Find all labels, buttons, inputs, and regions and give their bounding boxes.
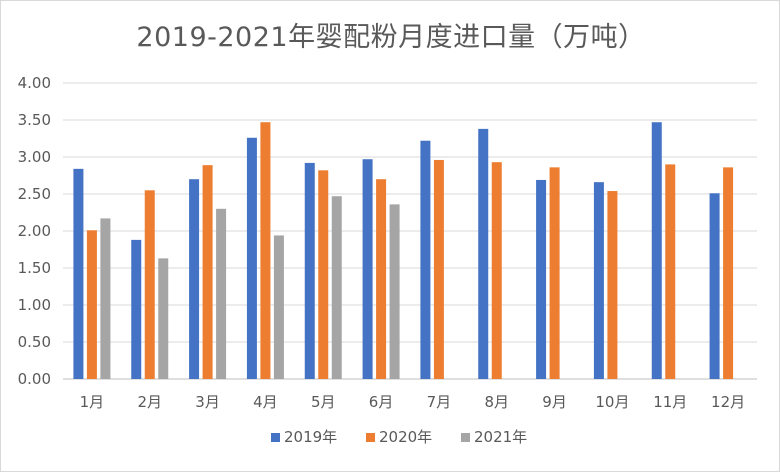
bar [362,159,373,379]
bar [420,140,431,379]
y-tick-label: 3.00 [18,148,51,166]
y-tick-label: 3.50 [18,111,51,129]
bar [216,208,227,379]
bar [665,164,676,379]
y-tick-label: 4.00 [18,74,51,92]
bar [389,204,400,379]
bar [86,230,97,379]
bar [144,190,155,379]
bar [376,179,387,379]
bar [709,193,720,379]
bar [607,191,618,379]
bar [491,162,502,379]
bar [331,196,342,379]
bar [73,168,84,379]
bar [723,167,734,379]
bar [318,170,329,379]
bar [100,218,111,379]
bar [260,122,271,379]
x-tick-label: 2月 [137,393,162,411]
y-tick-label: 0.00 [18,370,51,388]
bar [433,159,444,379]
x-tick-label: 4月 [253,393,278,411]
legend-label: 2019年 [284,428,337,446]
x-tick-label: 6月 [369,393,394,411]
bar [246,137,257,379]
x-tick-label: 9月 [542,393,567,411]
bar [536,179,547,379]
y-tick-label: 0.50 [18,333,51,351]
bar [549,167,560,379]
bar [651,122,662,379]
x-tick-label: 12月 [711,393,745,411]
bar [131,239,142,379]
y-tick-label: 2.50 [18,185,51,203]
x-tick-label: 11月 [653,393,687,411]
legend-swatch [271,433,280,442]
bar [593,182,604,379]
x-tick-label: 3月 [195,393,220,411]
y-tick-label: 2.00 [18,222,51,240]
bar [304,162,315,379]
bar [189,179,200,379]
x-tick-label: 1月 [80,393,105,411]
legend-swatch [461,433,470,442]
y-tick-label: 1.00 [18,296,51,314]
chart-title: 2019-2021年婴配粉月度进口量（万吨） [136,22,646,53]
x-tick-label: 8月 [484,393,509,411]
x-tick-label: 5月 [311,393,336,411]
bar [202,165,213,379]
y-tick-label: 1.50 [18,259,51,277]
x-tick-label: 7月 [427,393,452,411]
legend-label: 2020年 [379,428,432,446]
bar [478,128,489,379]
legend-label: 2021年 [474,428,527,446]
legend-swatch [366,433,375,442]
bar [273,235,284,379]
x-tick-label: 10月 [595,393,629,411]
bar [158,258,169,379]
